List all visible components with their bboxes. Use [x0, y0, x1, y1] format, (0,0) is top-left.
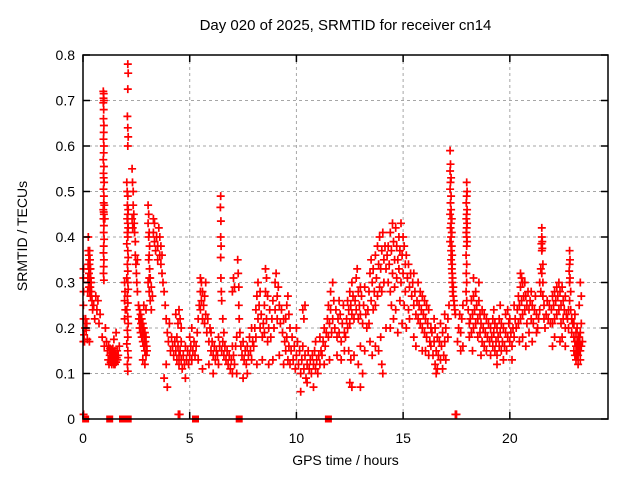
axis-box: [82, 54, 609, 420]
svg-text:0: 0: [79, 430, 87, 446]
svg-text:0.3: 0.3: [56, 275, 76, 291]
svg-text:10: 10: [289, 430, 305, 446]
svg-text:0: 0: [67, 411, 75, 427]
svg-text:0.1: 0.1: [56, 366, 76, 382]
svg-text:15: 15: [395, 430, 411, 446]
chart-title: Day 020 of 2025, SRMTID for receiver cn1…: [199, 17, 492, 34]
svg-text:0.7: 0.7: [56, 93, 76, 109]
series-SRMTID: [79, 60, 587, 419]
svg-text:0.2: 0.2: [56, 320, 76, 336]
x-axis-label: GPS time / hours: [292, 452, 399, 468]
svg-text:0.5: 0.5: [56, 184, 76, 200]
y-axis-label: SRMTID / TECUs: [14, 180, 30, 292]
x-tick-labels: 0 5 10 15 20: [79, 430, 518, 446]
svg-text:0.6: 0.6: [56, 138, 76, 154]
svg-text:0.4: 0.4: [56, 229, 76, 245]
y-tick-labels: 0 0.1 0.2 0.3 0.4 0.5 0.6 0.7 0.8: [56, 47, 76, 427]
svg-text:5: 5: [186, 430, 194, 446]
svg-text:20: 20: [502, 430, 518, 446]
svg-text:0.8: 0.8: [56, 47, 76, 63]
